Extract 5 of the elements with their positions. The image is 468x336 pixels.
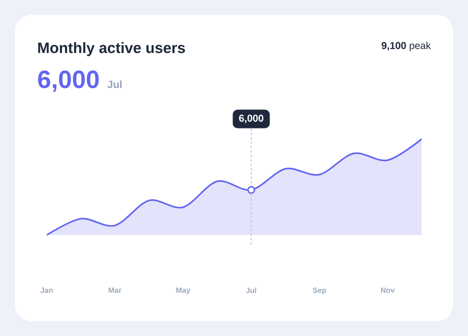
- text: 9,100 peak: [382, 42, 431, 52]
- text: 6,000: [239, 114, 264, 124]
- text: Jul: [107, 80, 122, 88]
- chart-title: Monthly active users: [38, 42, 185, 56]
- text: 6,000: [38, 70, 99, 92]
